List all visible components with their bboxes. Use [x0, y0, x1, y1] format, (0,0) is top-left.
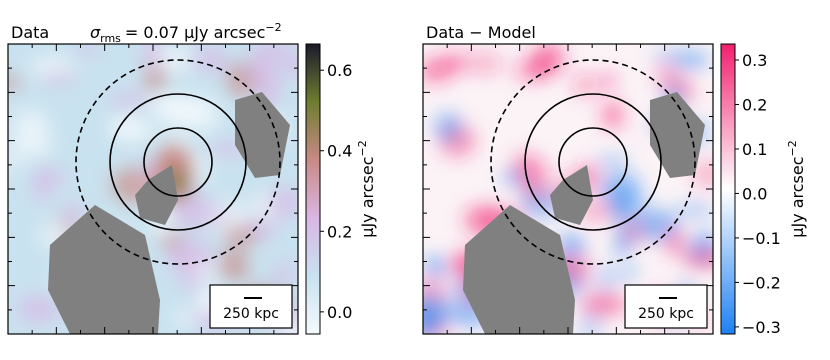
colorbar-tick-label: 0.3 — [742, 51, 767, 70]
scalebar-label: 250 kpc — [638, 306, 694, 322]
aperture — [490, 59, 696, 265]
mask — [463, 205, 575, 334]
frame-tick — [423, 44, 713, 334]
frame-tick — [423, 44, 713, 334]
frame-tick — [8, 44, 298, 334]
mask — [48, 205, 160, 334]
colorbar-tick-label: 0.0 — [742, 184, 767, 203]
colorbar-tick-label: −0.2 — [742, 273, 781, 292]
frame-tick — [8, 44, 298, 334]
scalebar-label: 250 kpc — [223, 306, 279, 322]
noise-label-part: rms — [100, 32, 121, 45]
colorbar-tick-label: −0.3 — [742, 318, 781, 337]
frame-tick — [8, 44, 298, 334]
colorbar-label-text: μJy arcsec — [358, 156, 377, 237]
frame-tick — [423, 44, 713, 334]
noise-label-part: −2 — [265, 21, 281, 34]
colorbar-tick-label: 0.0 — [327, 303, 352, 322]
frame-tick — [8, 44, 298, 334]
aperture — [109, 93, 247, 231]
colorbar — [305, 43, 321, 335]
colorbar-tick-label: 0.6 — [327, 61, 352, 80]
mask — [235, 92, 290, 178]
noise-label-part: σ — [90, 23, 101, 42]
noise-label: σrms = 0.07 μJy arcsec−2 — [90, 21, 282, 45]
colorbar-tick-label: 0.1 — [742, 140, 767, 159]
frame-tick — [423, 44, 713, 334]
colorbar-label: μJy arcsec−2 — [356, 140, 377, 237]
image — [8, 44, 298, 334]
aperture — [75, 59, 281, 265]
frame-tick — [423, 44, 713, 334]
frame-tick — [8, 44, 298, 334]
frame-tick — [8, 44, 298, 334]
colorbar-label-text: μJy arcsec — [788, 156, 807, 237]
aperture — [558, 127, 628, 197]
frame-tick — [423, 44, 713, 334]
colorbar-label-exponent: −2 — [786, 140, 799, 156]
panel-title: Data — [11, 23, 49, 42]
frame-tick — [8, 44, 298, 334]
colorbar — [720, 43, 736, 335]
frame-tick — [8, 44, 298, 334]
frame-tick — [423, 44, 713, 334]
colorbar-label: μJy arcsec−2 — [786, 140, 807, 237]
colorbar-label-exponent: −2 — [356, 140, 369, 156]
mask — [650, 92, 705, 178]
image — [423, 44, 713, 334]
colorbar-tick-label: 0.4 — [327, 142, 352, 161]
frame-tick — [8, 44, 298, 334]
scalebar-box — [209, 284, 293, 329]
frame-tick — [423, 44, 713, 334]
mask — [135, 165, 178, 225]
frame-tick — [423, 44, 713, 334]
colorbar-tick-label: 0.2 — [742, 95, 767, 114]
frame-tick — [8, 44, 298, 334]
colorbar-tick-label: 0.2 — [327, 222, 352, 241]
aperture — [143, 127, 213, 197]
panel-title: Data − Model — [426, 23, 536, 42]
mask — [550, 165, 593, 225]
colorbar-tick-label: −0.1 — [742, 229, 781, 248]
frame-tick — [8, 44, 298, 334]
aperture — [524, 93, 662, 231]
scalebar-box — [624, 284, 708, 329]
frame-tick — [423, 44, 713, 334]
frame-tick — [423, 44, 713, 334]
noise-label-part: = 0.07 μJy arcsec — [125, 23, 265, 42]
